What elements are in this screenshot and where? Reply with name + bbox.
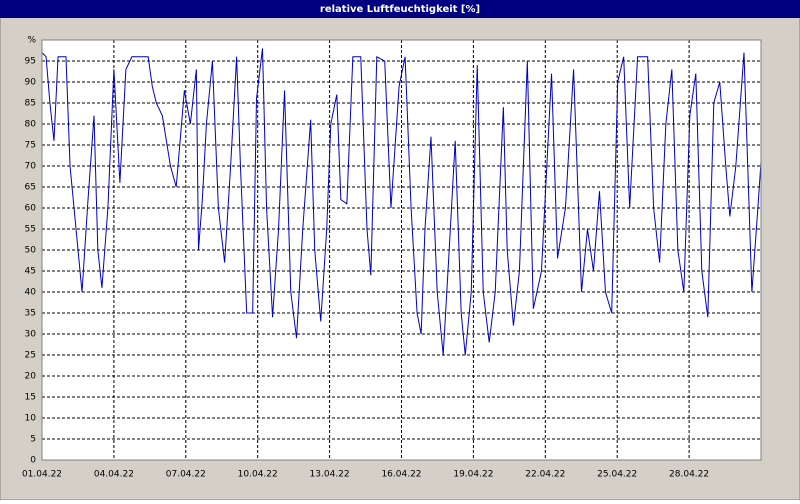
y-tick-label: 45 [25,267,36,277]
x-tick-label: 16.04.22 [381,470,421,480]
x-tick-label: 07.04.22 [166,470,206,480]
x-tick-label: 10.04.22 [238,470,278,480]
y-tick-label: 90 [25,78,37,88]
y-tick-label: 30 [25,330,37,340]
x-tick-label: 19.04.22 [453,470,493,480]
y-tick-label: 20 [25,372,37,382]
y-tick-label: 40 [25,288,37,298]
x-tick-label: 22.04.22 [525,470,565,480]
y-tick-label: 15 [25,393,36,403]
y-tick-label: 35 [25,309,36,319]
y-tick-label: 85 [25,99,36,109]
y-tick-label: % [27,36,36,46]
y-tick-label: 0 [30,456,36,466]
y-tick-label: 80 [25,120,37,130]
data-line [41,48,762,356]
y-tick-label: 10 [25,414,37,424]
x-tick-label: 25.04.22 [597,470,637,480]
y-tick-label: 70 [25,162,37,172]
y-tick-label: 95 [25,57,36,67]
chart-title: relative Luftfeuchtigkeit [%] [320,4,480,15]
y-tick-label: 55 [25,225,36,235]
y-tick-label: 25 [25,351,36,361]
y-tick-label: 65 [25,183,36,193]
y-tick-label: 60 [25,204,37,214]
y-tick-label: 50 [25,246,37,256]
title-bar [0,0,800,18]
x-tick-label: 04.04.22 [94,470,134,480]
x-tick-label: 28.04.22 [669,470,709,480]
y-tick-label: 75 [25,141,36,151]
y-tick-label: 5 [30,435,36,445]
x-tick-label: 01.04.22 [22,470,62,480]
plot-border [41,39,762,461]
x-tick-label: 13.04.22 [310,470,350,480]
